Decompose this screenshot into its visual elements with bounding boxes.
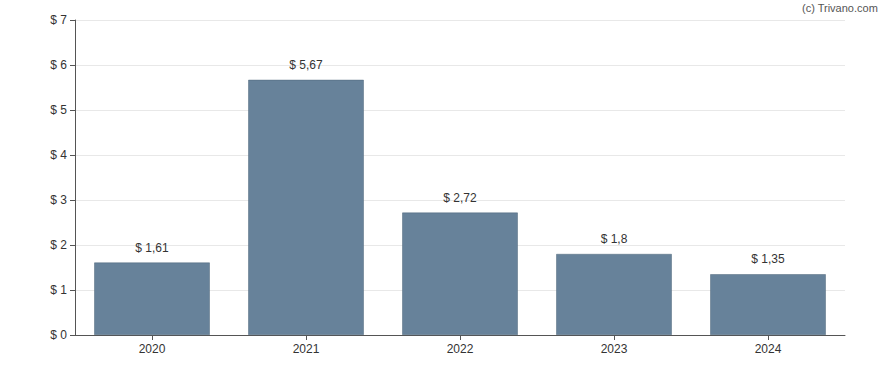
svg-text:2020: 2020 (139, 342, 166, 356)
svg-text:$ 2,72: $ 2,72 (443, 191, 477, 205)
svg-text:$ 2: $ 2 (50, 238, 67, 252)
svg-text:$ 1,35: $ 1,35 (751, 252, 785, 266)
svg-text:$ 0: $ 0 (50, 328, 67, 342)
svg-text:2023: 2023 (601, 342, 628, 356)
svg-text:$ 5: $ 5 (50, 103, 67, 117)
svg-text:2024: 2024 (755, 342, 782, 356)
svg-text:(c) Trivano.com: (c) Trivano.com (802, 2, 878, 14)
svg-text:$ 1,61: $ 1,61 (135, 241, 169, 255)
svg-text:$ 3: $ 3 (50, 193, 67, 207)
svg-text:$ 1: $ 1 (50, 283, 67, 297)
svg-text:$ 1,8: $ 1,8 (601, 232, 628, 246)
svg-text:2022: 2022 (447, 342, 474, 356)
svg-text:$ 5,67: $ 5,67 (289, 58, 323, 72)
svg-text:$ 6: $ 6 (50, 58, 67, 72)
svg-text:2021: 2021 (293, 342, 320, 356)
svg-text:$ 7: $ 7 (50, 13, 67, 27)
svg-text:$ 4: $ 4 (50, 148, 67, 162)
